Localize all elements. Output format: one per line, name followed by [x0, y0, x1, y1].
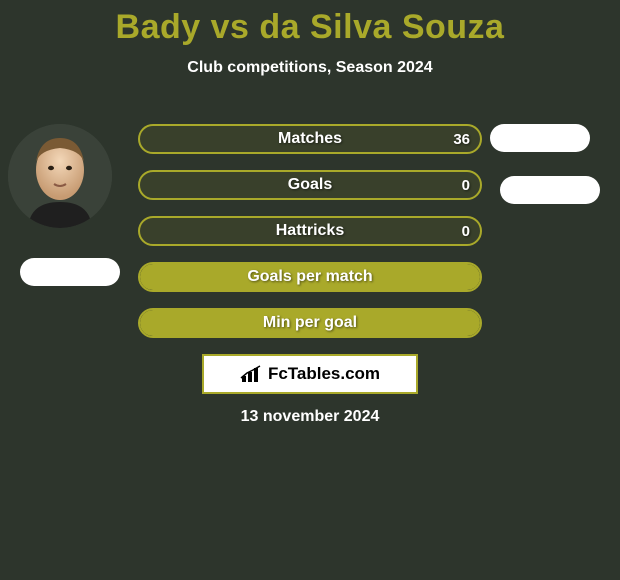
bar-chart-icon: [240, 364, 264, 384]
stat-right-value: 0: [462, 218, 470, 244]
stat-bar-matches: Matches 36: [138, 124, 482, 154]
stat-label: Hattricks: [140, 218, 480, 244]
stat-bar-min-per-goal: Min per goal: [138, 308, 482, 338]
page-subtitle: Club competitions, Season 2024: [0, 59, 620, 77]
player-left-avatar: [8, 124, 112, 228]
brand-text: FcTables.com: [268, 364, 380, 384]
stat-right-value: 0: [462, 172, 470, 198]
stat-bar-goals-per-match: Goals per match: [138, 262, 482, 292]
brand-watermark: FcTables.com: [202, 354, 418, 394]
stat-label: Min per goal: [140, 310, 480, 336]
player-right-name-pill-2: [500, 176, 600, 204]
stat-label: Goals: [140, 172, 480, 198]
stat-bar-hattricks: Hattricks 0: [138, 216, 482, 246]
stat-bar-goals: Goals 0: [138, 170, 482, 200]
stat-label: Matches: [140, 126, 480, 152]
date-label: 13 november 2024: [0, 408, 620, 426]
page-title: Bady vs da Silva Souza: [0, 0, 620, 47]
stat-rows: Matches 36 Goals 0 Hattricks 0 Goals per…: [138, 124, 482, 354]
player-left-name-pill: [20, 258, 120, 286]
stat-right-value: 36: [453, 126, 470, 152]
stat-label: Goals per match: [140, 264, 480, 290]
person-photo-icon: [8, 124, 112, 228]
player-right-name-pill-1: [490, 124, 590, 152]
